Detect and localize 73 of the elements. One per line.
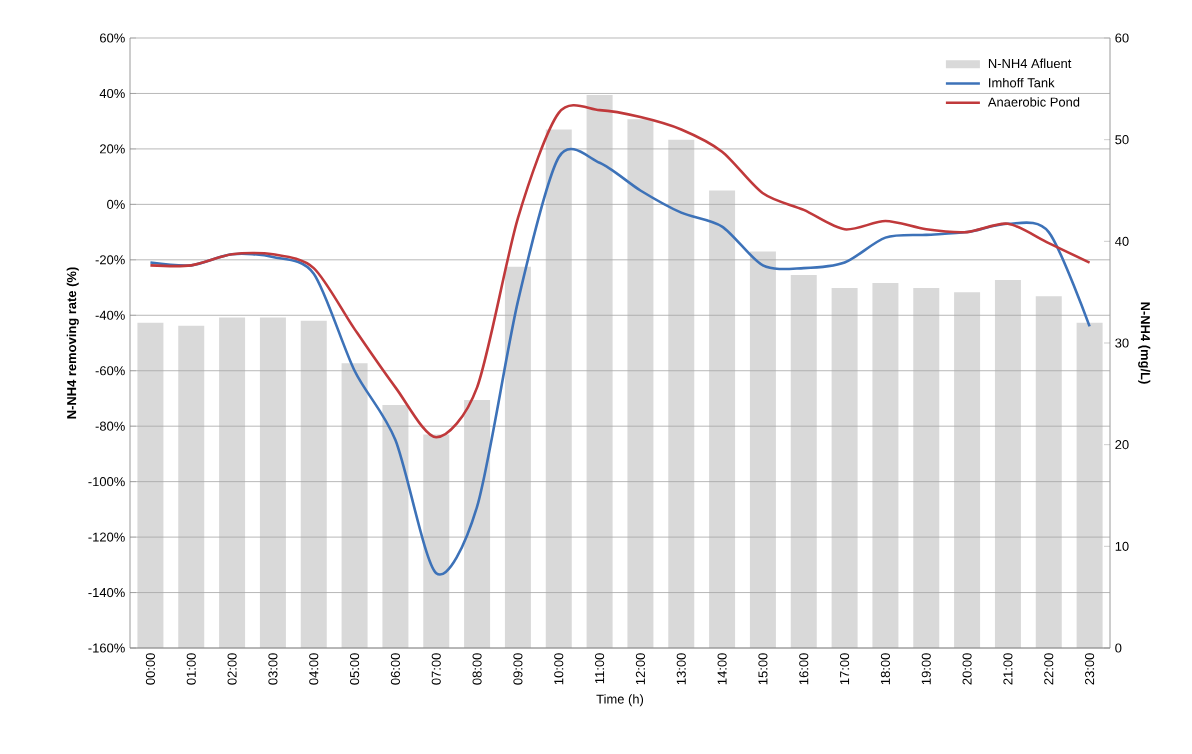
y-tick-label: 20% — [100, 144, 125, 154]
x-tick-label: 10:00 — [554, 653, 564, 685]
y2-tick-label: 0 — [1115, 643, 1122, 653]
y-tick-label: -40% — [95, 310, 125, 320]
bar — [668, 139, 695, 648]
y2-tick-label: 50 — [1115, 135, 1129, 145]
y-tick-label: -160% — [88, 643, 125, 653]
x-tick-label: 08:00 — [472, 653, 482, 685]
x-tick-label: 06:00 — [390, 653, 400, 685]
y-tick-label: 60% — [100, 33, 125, 43]
y2-tick-label: 10 — [1115, 541, 1129, 551]
y-tick-label: 40% — [99, 88, 125, 99]
x-tick-label: 07:00 — [431, 653, 441, 685]
bar — [831, 288, 858, 648]
bar — [709, 190, 736, 648]
x-tick-label: 16:00 — [799, 653, 809, 685]
y-tick-label: -20% — [95, 255, 125, 265]
bar — [178, 325, 205, 648]
x-tick-label: 20:00 — [962, 653, 972, 685]
bar — [872, 283, 899, 648]
x-tick-label: 01:00 — [186, 653, 196, 685]
y-tick-label: 0% — [107, 199, 125, 209]
bar — [382, 405, 409, 648]
bar — [423, 434, 450, 648]
bar — [545, 129, 572, 648]
bar — [259, 317, 286, 648]
bar — [464, 399, 491, 648]
legend-label: Anaerobic Pond — [987, 97, 1080, 107]
bar — [627, 119, 654, 648]
bar — [1076, 322, 1103, 648]
x-tick-label: 21:00 — [1003, 653, 1013, 685]
x-tick-label: 05:00 — [350, 653, 360, 685]
y2-tick-label: 20 — [1115, 440, 1129, 450]
x-tick-label: 02:00 — [227, 653, 237, 685]
bar — [300, 320, 327, 648]
y-tick-label: -100% — [88, 477, 125, 487]
x-tick-label: 18:00 — [880, 653, 891, 685]
bar — [219, 317, 246, 648]
x-tick-label: 17:00 — [840, 653, 850, 685]
y-axis-title: N-NH4 removing rate (%) — [66, 267, 79, 419]
bar — [504, 266, 531, 648]
y-tick-label: -80% — [95, 421, 125, 431]
x-axis-title: Time (h) — [596, 694, 644, 707]
y2-axis-title: N-NH4 (mg/L) — [1138, 302, 1151, 384]
bar — [137, 322, 164, 648]
y-tick-label: -60% — [95, 366, 125, 376]
bar — [994, 279, 1021, 648]
y2-tick-label: 60 — [1115, 33, 1129, 43]
bar — [790, 274, 817, 648]
x-tick-label: 04:00 — [309, 653, 319, 685]
bar — [1035, 296, 1062, 648]
x-tick-label: 19:00 — [921, 653, 931, 685]
x-tick-label: 23:00 — [1085, 653, 1095, 685]
x-tick-label: 14:00 — [717, 653, 727, 685]
x-tick-label: 11:00 — [595, 653, 605, 684]
x-tick-label: 00:00 — [145, 653, 155, 685]
y-tick-label: -140% — [88, 587, 125, 598]
legend-label: N-NH4 Afluent — [988, 58, 1072, 69]
bar — [341, 363, 368, 648]
x-tick-label: 03:00 — [268, 653, 278, 685]
x-tick-label: 12:00 — [635, 653, 646, 685]
y-tick-label: -120% — [88, 532, 125, 542]
bar — [586, 94, 613, 648]
bar — [749, 251, 776, 648]
x-tick-label: 22:00 — [1044, 653, 1054, 685]
bar — [954, 292, 981, 648]
x-tick-label: 15:00 — [758, 653, 768, 685]
y2-tick-label: 40 — [1115, 236, 1129, 246]
x-tick-label: 13:00 — [676, 653, 686, 685]
bar — [913, 288, 940, 648]
y2-tick-label: 30 — [1115, 338, 1129, 348]
legend-label: Imhoff Tank — [989, 77, 1055, 88]
x-tick-label: 09:00 — [513, 653, 523, 685]
